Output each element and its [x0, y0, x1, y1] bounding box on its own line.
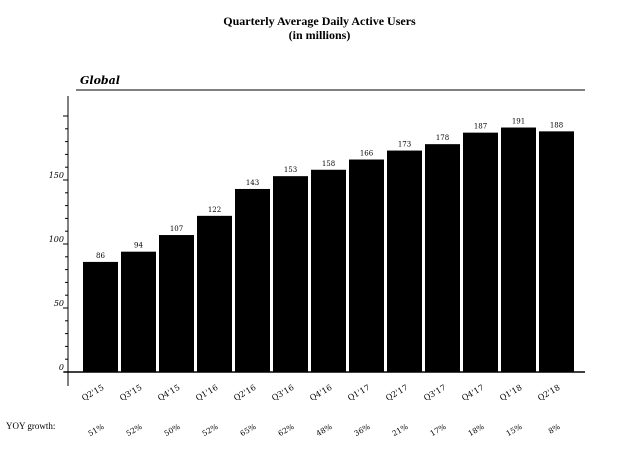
bar-value-label: 173 — [398, 141, 411, 149]
bar — [387, 150, 422, 372]
bar — [501, 127, 536, 373]
x-tick-label: Q2'18 — [536, 383, 561, 403]
chart-subtitle: (in millions) — [288, 28, 351, 42]
yoy-growth-value: 15% — [505, 422, 524, 438]
bar — [159, 235, 194, 372]
bar-value-label: 166 — [360, 150, 374, 158]
bar — [235, 188, 270, 372]
bar-value-label: 191 — [512, 118, 525, 126]
bar — [83, 261, 118, 372]
bar — [121, 251, 156, 372]
x-tick-label: Q1'16 — [194, 383, 219, 403]
yoy-growth-value: 65% — [239, 422, 258, 438]
yoy-growth-value: 62% — [277, 422, 296, 438]
yoy-growth-value: 36% — [353, 422, 372, 438]
yoy-growth-label: YOY growth: — [6, 421, 56, 431]
bar — [273, 176, 308, 372]
bar-value-label: 153 — [284, 166, 297, 174]
y-tick-label: 100 — [49, 235, 64, 244]
yoy-growth-value: 48% — [315, 422, 334, 438]
bar — [197, 215, 232, 372]
x-tick-label: Q1'18 — [498, 383, 523, 403]
yoy-growth-value: 51% — [87, 422, 106, 438]
yoy-growth-value: 18% — [467, 422, 486, 438]
bar-value-label: 94 — [134, 242, 143, 250]
x-tick-label: Q4'15 — [156, 383, 181, 403]
bar-value-label: 178 — [436, 134, 449, 142]
yoy-growth-value: 8% — [547, 422, 562, 436]
yoy-growth-value: 21% — [391, 422, 410, 438]
bar-value-label: 143 — [246, 179, 259, 187]
yoy-growth-value: 50% — [163, 422, 182, 438]
x-tick-label: Q3'17 — [422, 383, 447, 403]
bar — [425, 144, 460, 372]
y-tick-label: 50 — [54, 299, 64, 308]
bar — [463, 132, 498, 372]
x-tick-label: Q1'17 — [346, 383, 371, 403]
bar-value-label: 107 — [170, 225, 183, 233]
chart-title: Quarterly Average Daily Active Users — [223, 14, 416, 28]
x-tick-label: Q3'16 — [270, 383, 295, 403]
bar-value-label: 158 — [322, 160, 335, 168]
bar — [539, 131, 574, 372]
region-label: Global — [80, 74, 120, 87]
yoy-growth-value: 52% — [201, 422, 220, 438]
bar-value-label: 188 — [550, 121, 563, 129]
x-tick-label: Q4'16 — [308, 383, 333, 403]
y-tick-label: 150 — [49, 171, 64, 180]
x-tick-label: Q2'15 — [80, 383, 105, 403]
x-tick-label: Q2'17 — [384, 383, 409, 403]
bar-value-label: 187 — [474, 123, 487, 131]
yoy-growth-value: 17% — [429, 422, 448, 438]
yoy-growth-value: 52% — [125, 422, 144, 438]
x-tick-label: Q3'15 — [118, 383, 143, 403]
y-tick-label: 0 — [59, 363, 64, 372]
x-tick-label: Q2'16 — [232, 383, 257, 403]
x-tick-label: Q4'17 — [460, 383, 485, 403]
bar-value-label: 86 — [96, 252, 105, 260]
bar-value-label: 122 — [208, 206, 221, 214]
bar — [349, 159, 384, 372]
bar — [311, 169, 346, 372]
